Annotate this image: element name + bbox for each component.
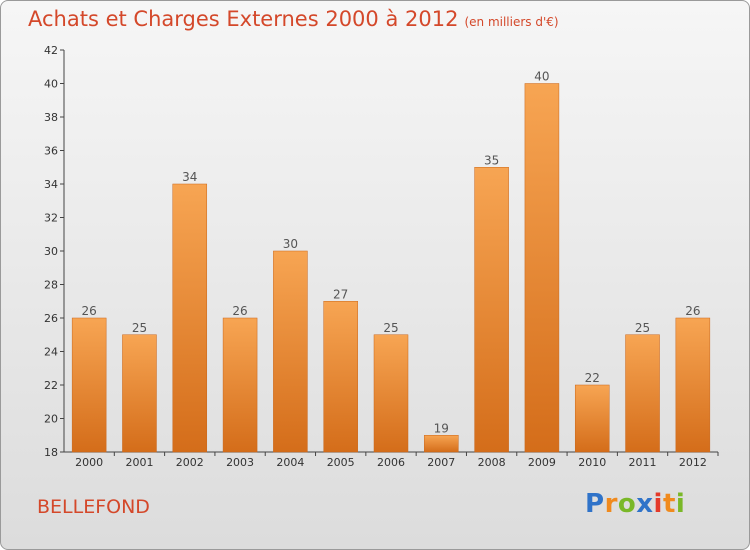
x-tick-label: 2010: [578, 456, 606, 469]
y-tick-label: 38: [44, 111, 58, 124]
y-tick-label: 24: [44, 346, 58, 359]
bar-2006: [373, 334, 409, 453]
y-tick-label: 26: [44, 312, 58, 325]
y-tick-label: 34: [44, 178, 58, 191]
data-label-2004: 30: [283, 237, 298, 251]
x-tick-label: 2001: [125, 456, 153, 469]
x-tick-label: 2012: [679, 456, 707, 469]
y-tick-label: 36: [44, 145, 58, 158]
logo-letter: t: [662, 489, 676, 519]
bar-2011: [625, 334, 660, 453]
y-tick-label: 42: [44, 44, 58, 57]
bar-2001: [122, 334, 157, 453]
commune-name: BELLEFOND: [37, 496, 150, 518]
x-tick-label: 2004: [276, 456, 304, 469]
logo-letter: i: [675, 489, 686, 519]
bars-group: 26 25 34 26 30 27 25 19 35 40 22 25 26: [71, 70, 711, 453]
y-tick-label: 20: [44, 413, 58, 426]
y-tick-label: 30: [44, 245, 58, 258]
proxiti-logo[interactable]: Proxiti: [585, 489, 685, 519]
logo-letter: o: [617, 489, 637, 519]
chart-title: Achats et Charges Externes 2000 à 2012 (e…: [28, 7, 559, 31]
x-tick-label: 2003: [226, 456, 254, 469]
axes-group: 18 20 22 24 26 28 30 32 34 36 38 40 42 2000 2001 2002 20…: [44, 44, 719, 469]
bar-2007: [424, 435, 459, 453]
data-label-2003: 26: [232, 304, 247, 318]
y-tick-label: 22: [44, 379, 58, 392]
bar-2010: [574, 384, 610, 453]
x-tick-label: 2008: [478, 456, 506, 469]
data-label-2002: 34: [182, 170, 197, 184]
logo-letter: x: [636, 489, 654, 519]
data-label-2010: 22: [585, 371, 600, 385]
bar-2003: [222, 317, 258, 453]
x-tick-label: 2006: [377, 456, 405, 469]
data-label-2000: 26: [82, 304, 97, 318]
bar-2005: [323, 301, 358, 453]
bar-2000: [71, 317, 107, 453]
logo-letter: r: [604, 489, 618, 519]
logo-letter: P: [585, 489, 605, 519]
logo-letter: i: [653, 489, 663, 519]
data-label-2007: 19: [434, 421, 449, 435]
data-label-2009: 40: [534, 70, 549, 84]
data-label-2011: 25: [635, 321, 650, 335]
data-label-2008: 35: [484, 153, 499, 167]
bar-2012: [675, 317, 711, 453]
bar-2009: [524, 83, 560, 453]
chart-subtitle: (en milliers d'€): [464, 15, 559, 29]
bar-2002: [172, 183, 208, 453]
data-label-2001: 25: [132, 321, 147, 335]
bar-2004: [273, 250, 308, 453]
y-tick-label: 18: [44, 446, 58, 459]
y-tick-label: 32: [44, 212, 58, 225]
x-tick-label: 2005: [327, 456, 355, 469]
data-label-2012: 26: [685, 304, 700, 318]
x-tick-label: 2009: [528, 456, 556, 469]
data-label-2006: 25: [383, 321, 398, 335]
y-tick-label: 40: [44, 78, 58, 91]
bar-2008: [474, 167, 509, 453]
x-tick-label: 2000: [75, 456, 103, 469]
x-tick-label: 2011: [629, 456, 657, 469]
y-tick-label: 28: [44, 279, 58, 292]
x-tick-label: 2007: [427, 456, 455, 469]
x-tick-label: 2002: [176, 456, 204, 469]
data-label-2005: 27: [333, 287, 348, 301]
chart-title-text: Achats et Charges Externes 2000 à 2012: [28, 7, 459, 31]
